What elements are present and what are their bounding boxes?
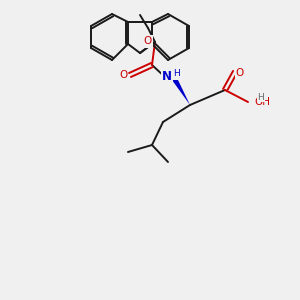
Text: O: O (236, 68, 244, 78)
Polygon shape (172, 80, 190, 105)
Text: OH: OH (254, 97, 270, 107)
Text: O: O (144, 36, 152, 46)
Text: O: O (119, 70, 127, 80)
Text: N: N (162, 70, 172, 83)
Text: O: O (144, 37, 152, 47)
Text: H: H (258, 92, 264, 101)
Text: H: H (172, 68, 179, 77)
